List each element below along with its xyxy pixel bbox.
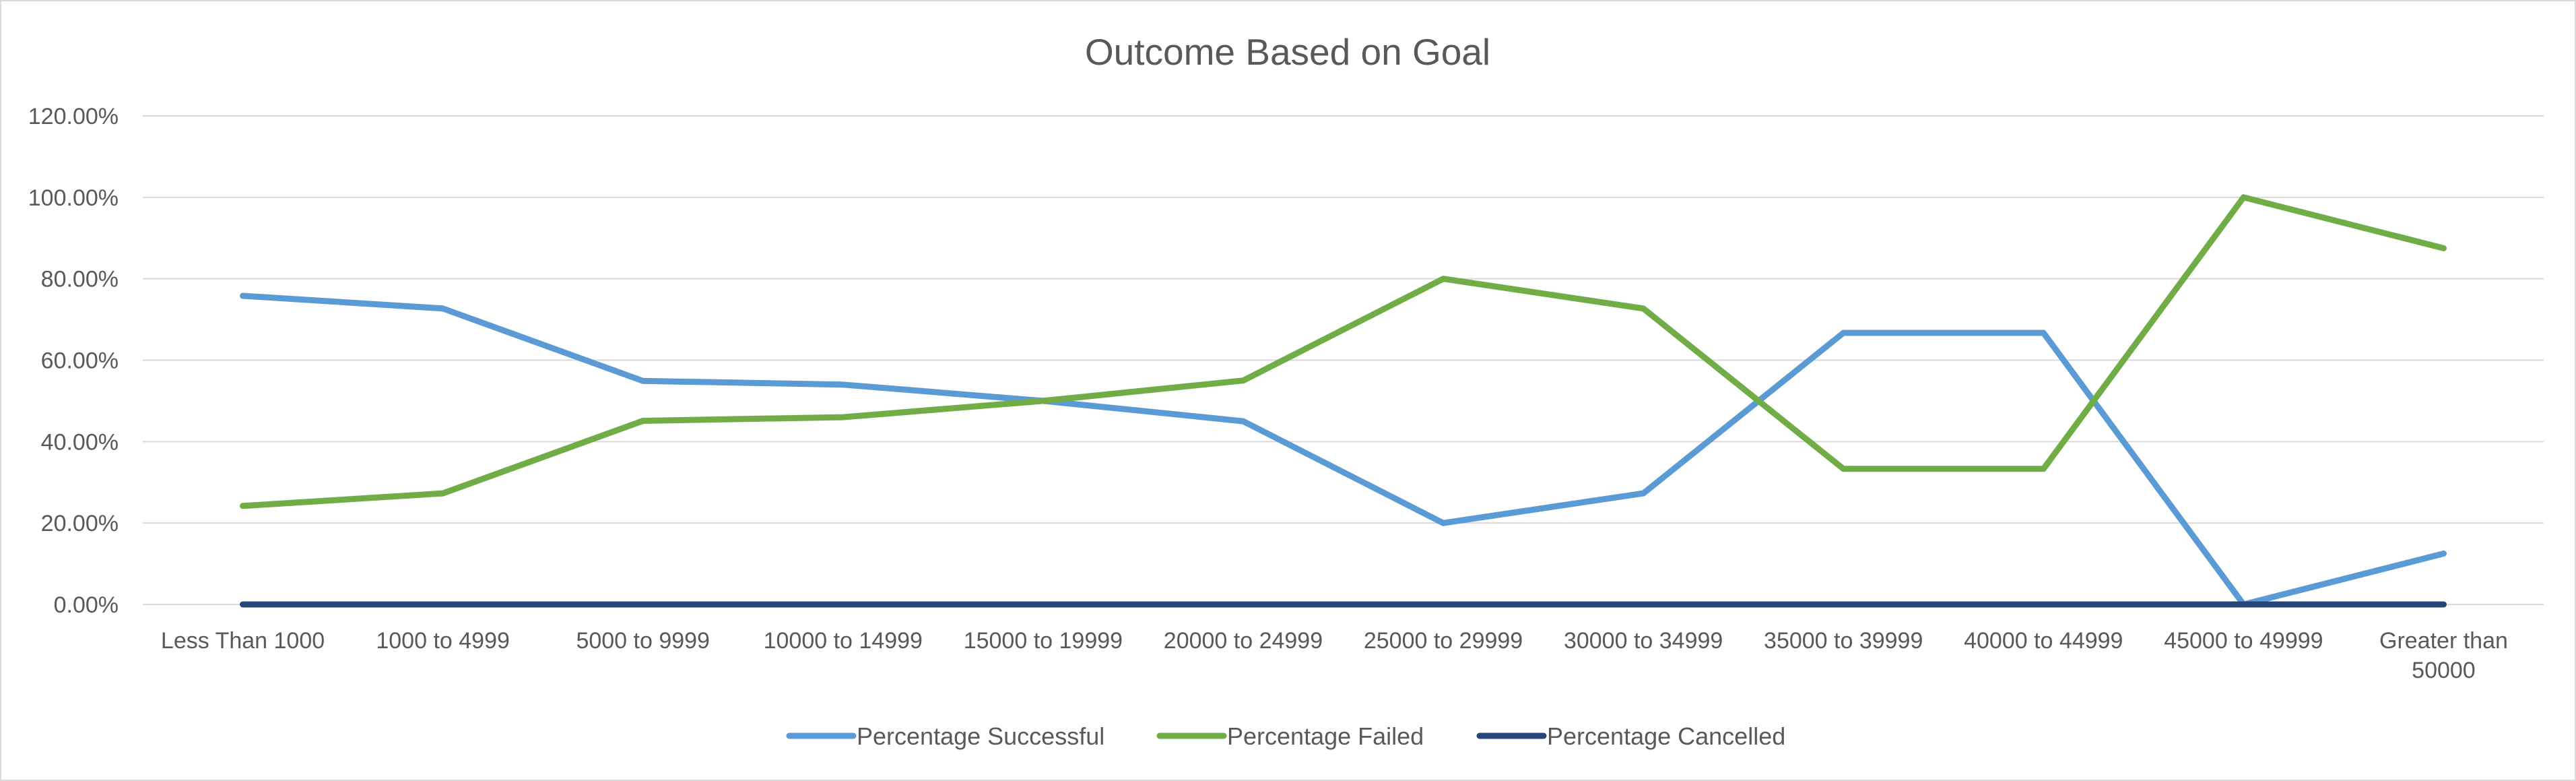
x-tick-label: 20000 to 24999 xyxy=(1164,628,1323,654)
y-tick-label: 20.00% xyxy=(41,511,119,536)
x-tick-label: 25000 to 29999 xyxy=(1364,628,1523,654)
series-line-percentage-failed xyxy=(240,194,2447,509)
gridlines xyxy=(143,115,2544,605)
y-axis-tick-labels: 0.00% 20.00% 40.00% 60.00% 80.00% 100.00% 120.… xyxy=(28,104,119,618)
x-tick-label: 45000 to 49999 xyxy=(2164,628,2323,654)
legend-label: Percentage Cancelled xyxy=(1547,722,1785,750)
x-tick-label: 40000 to 44999 xyxy=(1964,628,2123,654)
y-tick-label: 0.00% xyxy=(54,592,119,618)
x-tick-label: 1000 to 4999 xyxy=(376,628,510,654)
x-tick-label: 30000 to 34999 xyxy=(1564,628,1723,654)
legend-label: Percentage Successful xyxy=(857,722,1104,750)
x-tick-label: 35000 to 39999 xyxy=(1764,628,1923,654)
x-tick-label: 15000 to 19999 xyxy=(964,628,1123,654)
y-tick-label: 120.00% xyxy=(28,104,119,129)
x-axis-tick-labels: Less Than 1000 1000 to 4999 5000 to 9999 10… xyxy=(161,628,2508,683)
x-tick-label: Greater than 50000 xyxy=(2379,628,2508,683)
chart-title: Outcome Based on Goal xyxy=(1085,31,1490,73)
legend: Percentage Successful Percentage Failed Pe… xyxy=(786,722,1785,750)
y-tick-label: 60.00% xyxy=(41,348,119,374)
series-line-percentage-successful xyxy=(240,292,2447,608)
x-tick-label: Less Than 1000 xyxy=(161,628,325,654)
y-tick-label: 80.00% xyxy=(41,267,119,292)
series-lines xyxy=(240,194,2447,608)
y-tick-label: 40.00% xyxy=(41,429,119,455)
x-tick-label: 10000 to 14999 xyxy=(764,628,923,654)
y-tick-label: 100.00% xyxy=(28,185,119,211)
x-tick-label: 5000 to 9999 xyxy=(576,628,710,654)
legend-label: Percentage Failed xyxy=(1227,722,1424,750)
